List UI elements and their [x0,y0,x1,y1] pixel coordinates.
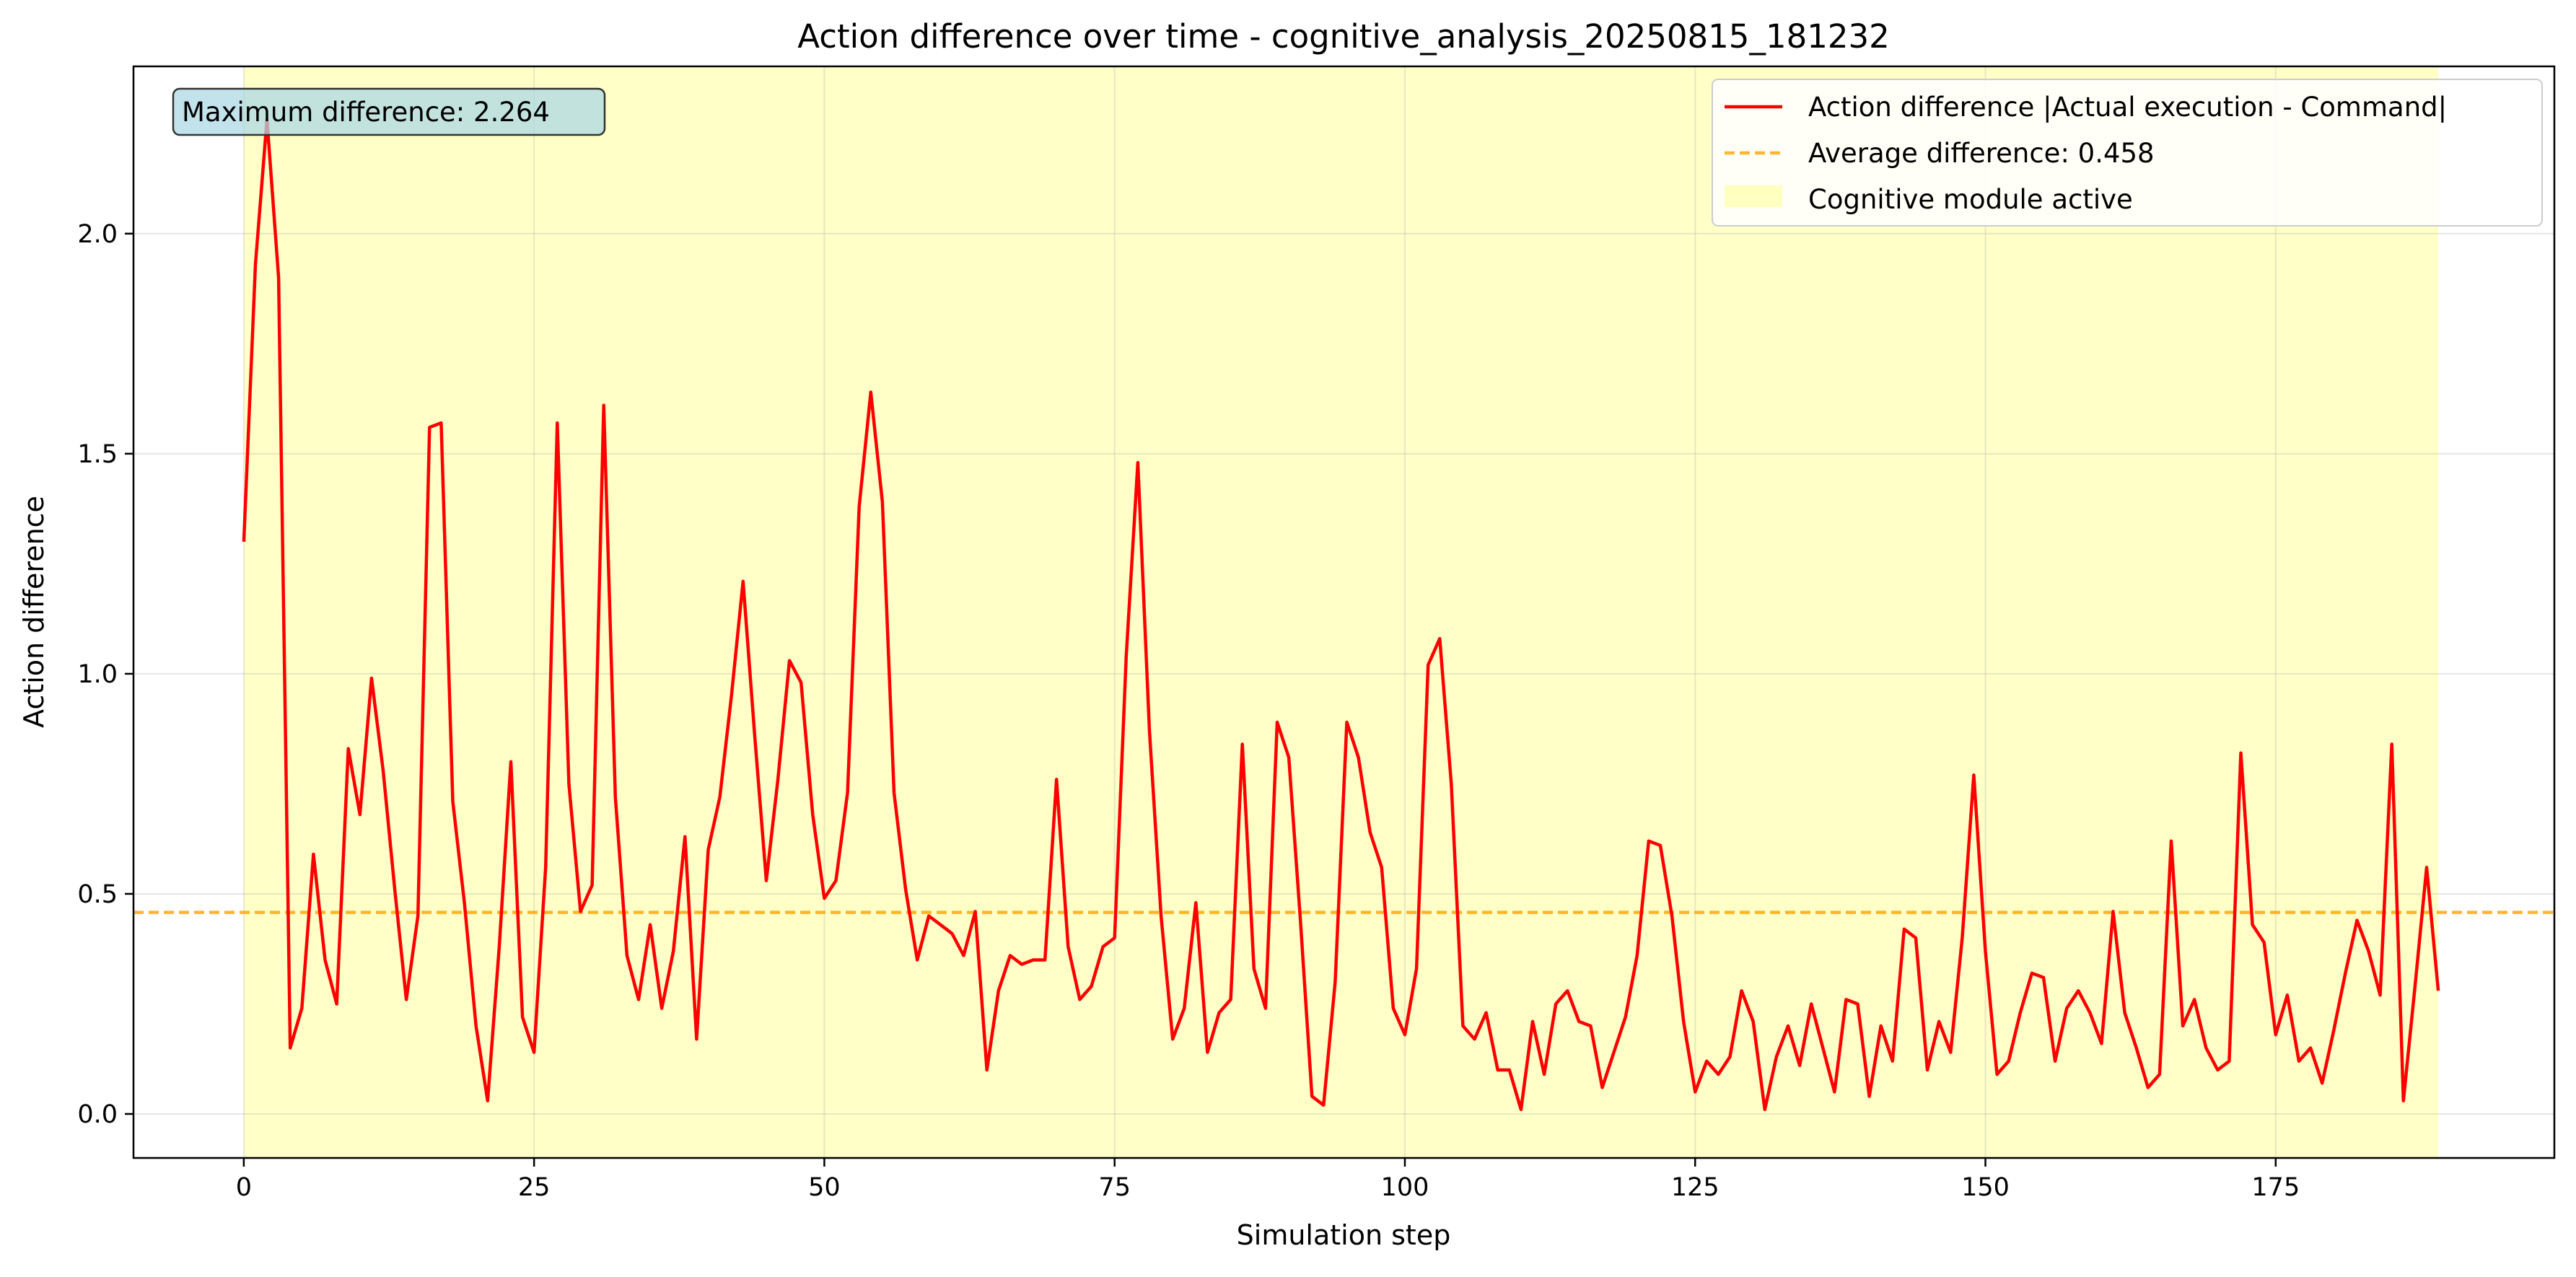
active-region [243,66,2439,1158]
series-line-layer [242,117,2440,1112]
y-tick-label: 1.5 [77,440,118,469]
y-tick-label: 2.0 [77,220,118,249]
x-ticks: 0 25 50 75 100 125 150 175 [236,1158,2300,1202]
plot-frame [132,65,2556,1159]
series-line-action-difference [242,117,2440,1112]
x-tick-label: 75 [1098,1173,1131,1202]
x-tick-label: 150 [1961,1173,2010,1202]
legend-label-series: Action difference |Actual execution - Co… [1808,92,2447,123]
max-difference-annotation: Maximum difference: 2.264 [172,87,606,136]
x-tick-label: 100 [1381,1173,1429,1202]
y-tick-label: 0.0 [77,1100,118,1129]
x-tick-label: 0 [236,1173,252,1202]
legend-label-average: Average difference: 0.458 [1808,138,2155,169]
annotation-box [172,87,606,136]
x-tick-label: 125 [1671,1173,1719,1202]
x-axis-label: Simulation step [1237,1219,1451,1251]
y-ticks: 0.0 0.5 1.0 1.5 2.0 [77,220,133,1129]
y-axis-label: Action difference [18,496,50,728]
legend-label-active: Cognitive module active [1808,184,2133,215]
legend-box [1712,79,2543,227]
x-tick-label: 25 [518,1173,551,1202]
chart-title: Action difference over time - cognitive_… [797,17,1889,56]
y-tick-label: 1.0 [77,660,118,689]
x-tick-label: 50 [808,1173,841,1202]
y-tick-label: 0.5 [77,880,118,909]
annotation-text: Maximum difference: 2.264 [182,97,550,128]
legend: Action difference |Actual execution - Co… [1712,79,2543,227]
grid-layer [133,66,2554,1158]
active-region-layer [243,66,2439,1158]
x-tick-label: 175 [2251,1173,2300,1202]
legend-swatch-active [1725,185,1782,207]
